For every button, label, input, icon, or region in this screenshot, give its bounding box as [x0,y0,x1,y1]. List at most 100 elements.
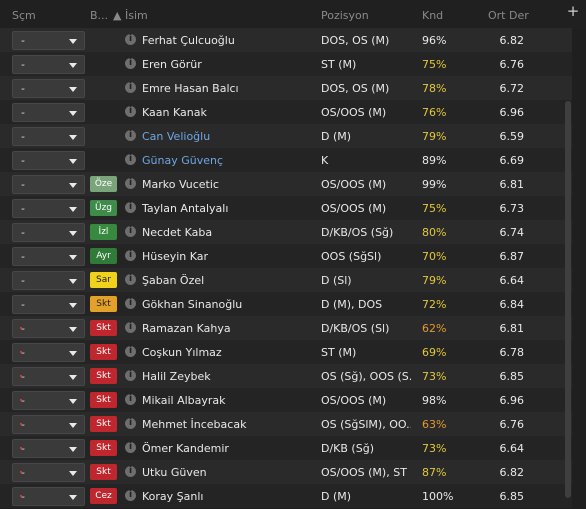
player-name[interactable]: Hüseyin Kar [142,250,209,263]
table-row[interactable]: - Üzg i Taylan Antalyalı OS/OOS (M) 75% 6.73 [0,196,572,220]
status-badge[interactable]: Skt [90,416,117,432]
selection-dropdown[interactable]: - [12,55,85,74]
header-isim[interactable]: İsim [125,9,148,22]
selection-dropdown[interactable]: - [12,103,85,122]
table-row[interactable]: - i Kaan Kanak OS/OOS (M) 76% 6.96 [0,100,572,124]
table-row[interactable]: - i Eren Görür ST (M) 75% 6.76 [0,52,572,76]
header-ort[interactable]: Ort Der [488,9,529,22]
status-badge[interactable]: İzl [90,224,117,240]
player-name[interactable]: Mehmet İncebacak [142,418,247,431]
table-row[interactable]: - Sar i Şaban Özel D (Sl) 79% 6.64 [0,268,572,292]
info-icon[interactable]: i [125,154,136,165]
selection-dropdown[interactable]: - [12,175,85,194]
player-name[interactable]: Necdet Kaba [142,226,213,239]
player-name[interactable]: Gökhan Sinanoğlu [142,298,243,311]
selection-dropdown[interactable]: - [12,31,85,50]
player-name[interactable]: Eren Görür [142,58,202,71]
status-badge[interactable]: Skt [90,464,117,480]
player-name[interactable]: Taylan Antalyalı [142,202,229,215]
info-icon[interactable]: i [125,466,136,477]
player-name[interactable]: Şaban Özel [142,274,205,287]
table-row[interactable]: - i Can Velioğlu D (M) 79% 6.59 [0,124,572,148]
info-icon[interactable]: i [125,178,136,189]
status-badge[interactable]: Sar [90,272,117,288]
player-name[interactable]: Coşkun Yılmaz [142,346,222,359]
selection-dropdown[interactable]: - [12,487,85,506]
selection-dropdown[interactable]: - [12,343,85,362]
status-badge[interactable]: Öze [90,176,117,192]
table-row[interactable]: - Öze i Marko Vucetic OS/OOS (M) 99% 6.81 [0,172,572,196]
info-icon[interactable]: i [125,490,136,501]
status-badge[interactable]: Skt [90,392,117,408]
table-row[interactable]: - Skt i Mehmet İncebacak OS (SğSlM), OO... 63… [0,412,572,436]
status-badge[interactable]: Skt [90,296,117,312]
table-row[interactable]: - Cez i Koray Şanlı D (M) 100% 6.85 [0,484,572,508]
header-pozisyon[interactable]: Pozisyon [321,9,369,22]
player-name[interactable]: Emre Hasan Balcı [142,82,239,95]
player-name[interactable]: Ömer Kandemir [142,442,229,455]
player-name[interactable]: Kaan Kanak [142,106,207,119]
selection-dropdown[interactable]: - [12,391,85,410]
table-row[interactable]: - i Emre Hasan Balcı DOS, OS (M) 78% 6.72 [0,76,572,100]
selection-dropdown[interactable]: - [12,319,85,338]
player-name[interactable]: Günay Güvenç [142,154,224,167]
selection-dropdown[interactable]: - [12,463,85,482]
selection-dropdown[interactable]: - [12,271,85,290]
table-row[interactable]: - Ayr i Hüseyin Kar OOS (SğSl) 70% 6.87 [0,244,572,268]
selection-dropdown[interactable]: - [12,79,85,98]
player-name[interactable]: Mikail Albayrak [142,394,226,407]
player-name[interactable]: Halil Zeybek [142,370,211,383]
player-name[interactable]: Koray Şanlı [142,490,204,503]
selection-dropdown[interactable]: - [12,199,85,218]
selection-dropdown[interactable]: - [12,127,85,146]
table-row[interactable]: - Skt i Coşkun Yılmaz ST (M) 69% 6.78 [0,340,572,364]
info-icon[interactable]: i [125,226,136,237]
selection-dropdown[interactable]: - [12,367,85,386]
table-row[interactable]: - İzl i Necdet Kaba D/KB/OS (Sğ) 80% 6.74 [0,220,572,244]
info-icon[interactable]: i [125,370,136,381]
player-name[interactable]: Marko Vucetic [142,178,219,191]
table-row[interactable]: - Skt i Mikail Albayrak OS/OOS (M) 98% 6.96 [0,388,572,412]
info-icon[interactable]: i [125,250,136,261]
player-name[interactable]: Ramazan Kahya [142,322,231,335]
info-icon[interactable]: i [125,298,136,309]
player-name[interactable]: Utku Güven [142,466,207,479]
selection-dropdown[interactable]: - [12,151,85,170]
info-icon[interactable]: i [125,106,136,117]
status-badge[interactable]: Ayr [90,248,117,264]
info-icon[interactable]: i [125,274,136,285]
table-row[interactable]: - Skt i Halil Zeybek OS (Sğ), OOS (S... 73% 6.… [0,364,572,388]
status-badge[interactable]: Skt [90,368,117,384]
player-name[interactable]: Ferhat Çulcuoğlu [142,34,235,47]
table-row[interactable]: - Skt i Gökhan Sinanoğlu D (M), DOS 72% 6.84 [0,292,572,316]
header-b[interactable]: B... [90,9,109,22]
info-icon[interactable]: i [125,346,136,357]
info-icon[interactable]: i [125,130,136,141]
table-row[interactable]: - Skt i Ömer Kandemir D/KB (Sğ) 73% 6.64 [0,436,572,460]
info-icon[interactable]: i [125,322,136,333]
table-row[interactable]: - Skt i Utku Güven OS/OOS (M), ST ... 87% 6.82 [0,460,572,484]
info-icon[interactable]: i [125,82,136,93]
status-badge[interactable]: Skt [90,320,117,336]
info-icon[interactable]: i [125,202,136,213]
status-badge[interactable]: Cez [90,488,117,504]
status-badge[interactable]: Skt [90,344,117,360]
table-row[interactable]: - Skt i Ramazan Kahya D/KB/OS (Sl) 62% 6.81 [0,316,572,340]
selection-dropdown[interactable]: - [12,415,85,434]
info-icon[interactable]: i [125,442,136,453]
info-icon[interactable]: i [125,58,136,69]
table-row[interactable]: - i Ferhat Çulcuoğlu DOS, OS (M) 96% 6.82 [0,28,572,52]
selection-dropdown[interactable]: - [12,295,85,314]
info-icon[interactable]: i [125,394,136,405]
info-icon[interactable]: i [125,418,136,429]
status-badge[interactable]: Üzg [90,200,117,216]
header-secim[interactable]: Sçm [12,9,36,22]
table-row[interactable]: - i Günay Güvenç K 89% 6.69 [0,148,572,172]
status-badge[interactable]: Skt [90,440,117,456]
player-name[interactable]: Can Velioğlu [142,130,211,143]
add-column-icon[interactable]: + [566,2,580,20]
selection-dropdown[interactable]: - [12,223,85,242]
selection-dropdown[interactable]: - [12,439,85,458]
header-knd[interactable]: Knd [422,9,444,22]
selection-dropdown[interactable]: - [12,247,85,266]
